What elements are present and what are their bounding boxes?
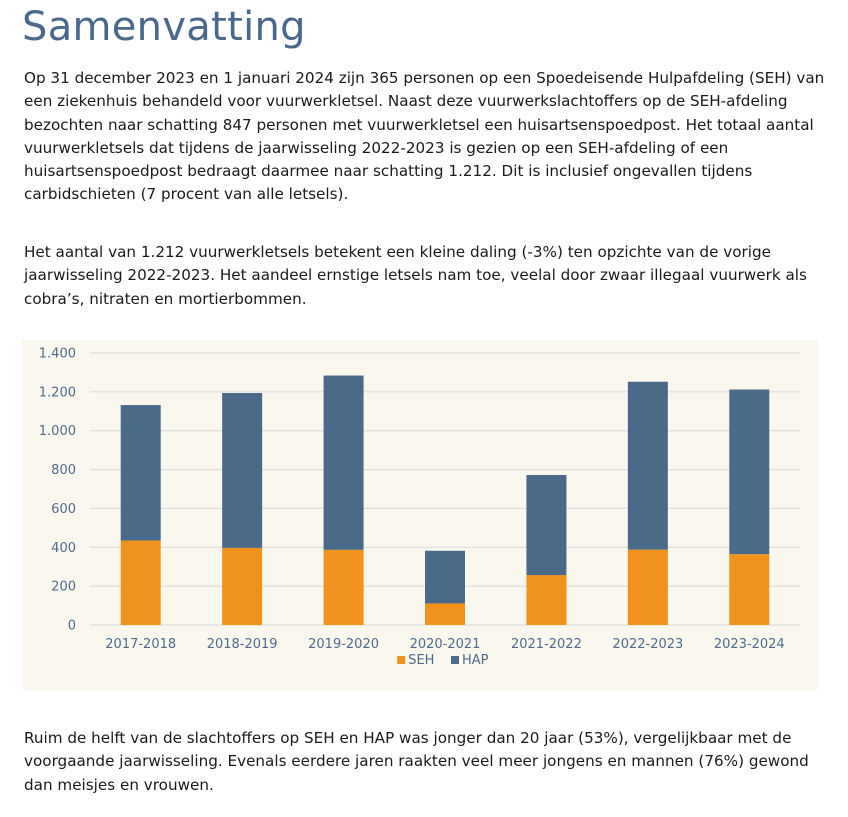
x-tick-label: 2021-2022 <box>511 637 582 652</box>
y-tick-label: 400 <box>51 541 76 556</box>
x-tick-label: 2020-2021 <box>410 637 481 652</box>
y-tick-label: 1.000 <box>39 424 76 439</box>
x-tick-label: 2019-2020 <box>308 637 379 652</box>
page-title: Samenvatting <box>22 4 306 50</box>
summary-paragraph-3: Ruim de helft van de slachtoffers op SEH… <box>24 729 809 794</box>
y-tick-label: 0 <box>68 619 76 634</box>
bar-hap-2017-2018 <box>120 405 161 541</box>
injuries-chart: 0 200 400 600 800 1.000 1.200 1.400 2017-2018 201… <box>22 340 818 690</box>
injuries-chart-svg: 0 200 400 600 800 1.000 1.200 1.400 2017-2018 201… <box>39 347 800 668</box>
bar-hap-2022-2023 <box>627 381 668 550</box>
bar-seh-2018-2019 <box>222 547 263 625</box>
bar-hap-2021-2022 <box>526 475 567 576</box>
x-tick-label: 2022-2023 <box>612 637 683 652</box>
y-tick-label: 600 <box>51 502 76 517</box>
y-tick-label: 200 <box>51 580 76 595</box>
legend-swatch-seh <box>397 656 406 664</box>
bar-seh-2017-2018 <box>120 540 161 625</box>
bar-seh-2023-2024 <box>729 554 770 625</box>
bar-hap-2018-2019 <box>222 393 263 548</box>
bar-hap-2020-2021 <box>425 550 465 604</box>
bar-seh-2021-2022 <box>526 575 567 625</box>
bar-hap-2023-2024 <box>729 389 770 555</box>
bar-hap-2019-2020 <box>323 375 364 550</box>
summary-paragraph-1: Op 31 december 2023 en 1 januari 2024 zi… <box>24 69 825 204</box>
bar-seh-2022-2023 <box>627 549 668 625</box>
x-tick-label: 2018-2019 <box>207 637 278 652</box>
legend-label-seh: SEH <box>408 653 434 668</box>
y-tick-label: 1.200 <box>39 385 76 400</box>
x-tick-label: 2017-2018 <box>105 637 176 652</box>
legend-label-hap: HAP <box>462 653 489 668</box>
y-tick-label: 1.400 <box>39 347 76 362</box>
summary-paragraph-2: Het aantal van 1.212 vuurwerkletsels bet… <box>24 243 807 308</box>
y-tick-label: 800 <box>51 463 76 478</box>
bar-seh-2020-2021 <box>425 603 465 625</box>
bar-seh-2019-2020 <box>323 549 364 625</box>
x-tick-label: 2023-2024 <box>714 637 785 652</box>
legend-swatch-hap <box>451 656 459 664</box>
